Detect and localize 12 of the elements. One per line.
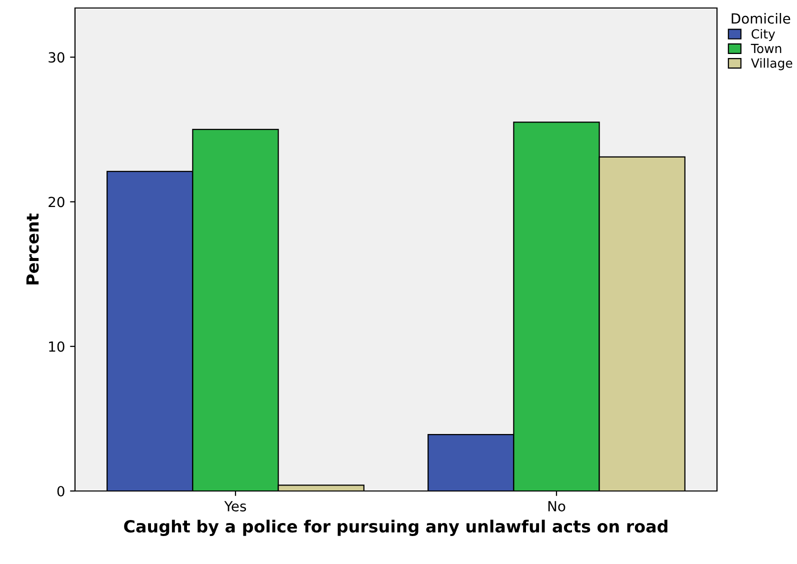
y-axis-title: Percent	[26, 214, 39, 284]
y-tick-label: 30	[48, 52, 64, 63]
y-tick-label: 10	[49, 341, 64, 352]
y-tick-label: 20	[48, 196, 64, 208]
legend-label: City	[752, 28, 776, 42]
x-tick-label: Yes	[224, 501, 246, 512]
legend-title: Domicile	[732, 13, 790, 24]
legend-label: Village	[751, 58, 792, 70]
y-tick-label: 0	[57, 486, 64, 496]
x-axis-title: Caught by a police for pursuing any unlawful acts on road	[124, 520, 668, 536]
legend-label: Town	[750, 44, 782, 54]
x-tick-label: No	[548, 501, 566, 512]
